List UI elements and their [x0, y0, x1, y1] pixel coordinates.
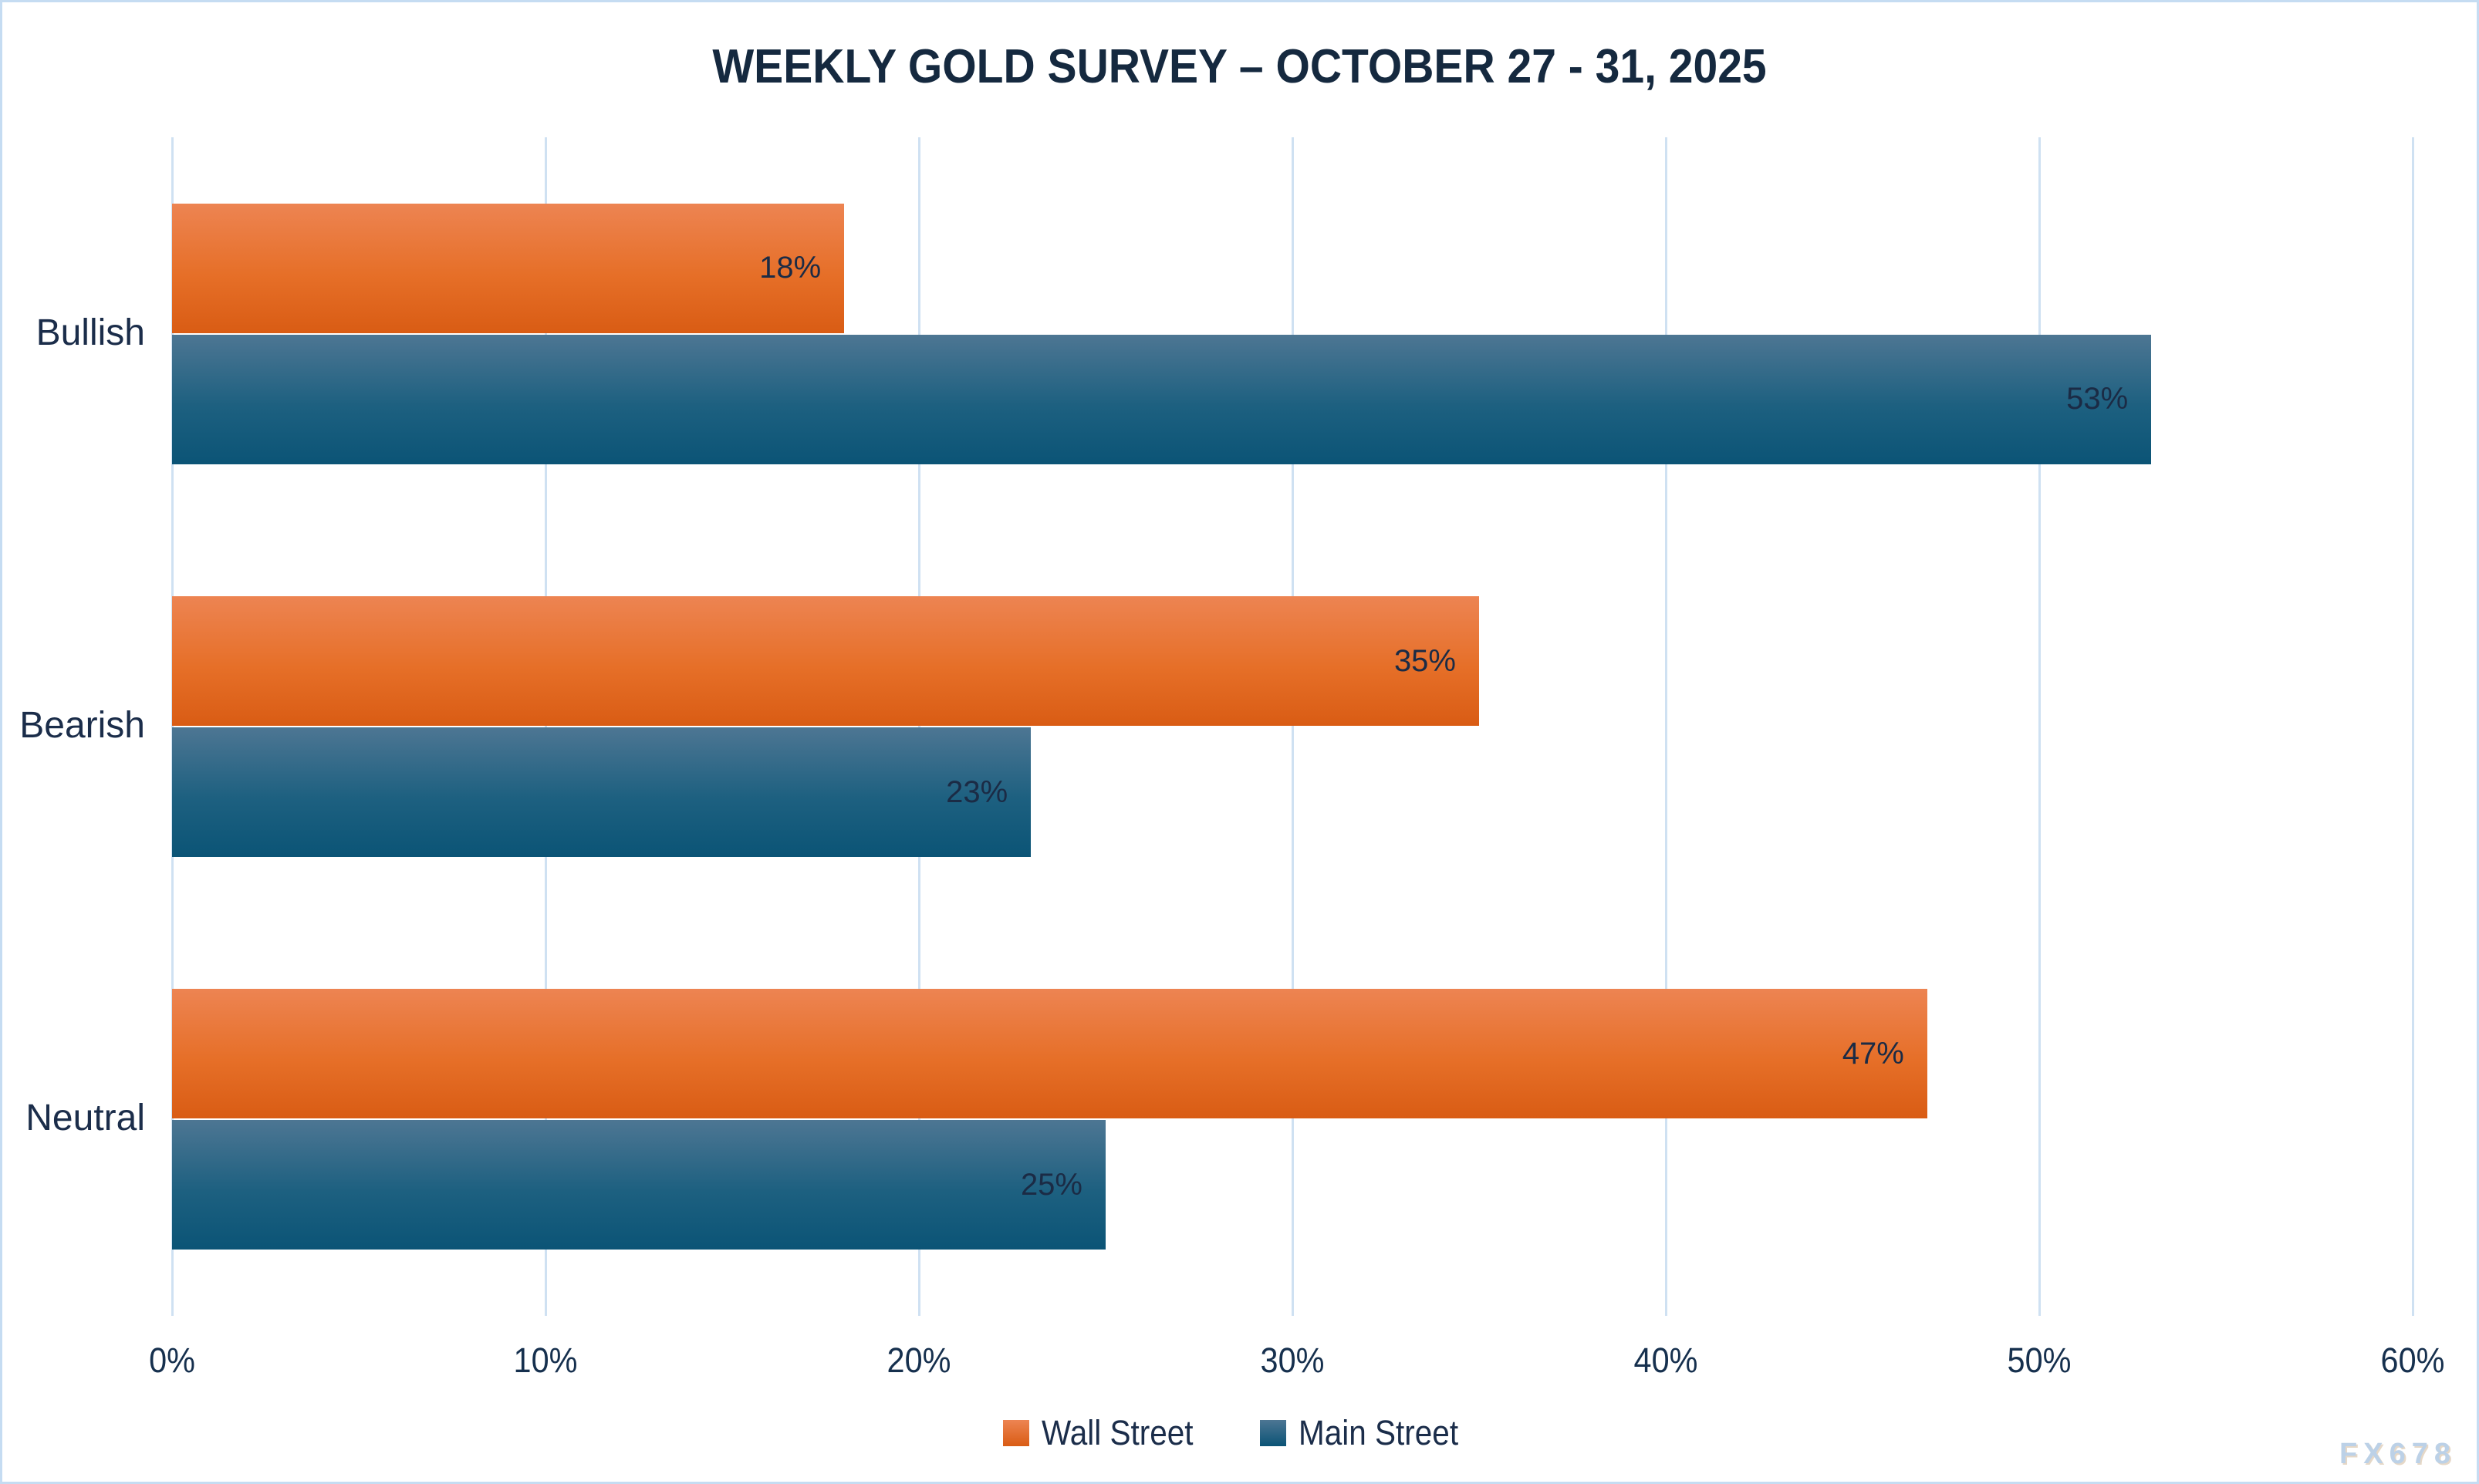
plot-area: 18% 53% 35% 23% 47% 25%: [171, 137, 2414, 1316]
gridline: [2411, 137, 2414, 1316]
x-tick-label: 20%: [887, 1341, 951, 1380]
watermark: FX678: [2339, 1438, 2457, 1470]
x-tick-label: 50%: [2007, 1341, 2072, 1380]
category-label-bullish: Bullish: [35, 312, 145, 353]
legend-label: Wall Street: [1042, 1413, 1194, 1452]
legend-label: Main Street: [1298, 1413, 1458, 1452]
category-label-bearish: Bearish: [19, 705, 145, 746]
gridline: [544, 137, 547, 1316]
x-tick-label: 60%: [2380, 1341, 2445, 1380]
gridline: [1664, 137, 1667, 1316]
chart-title: WEEKLY GOLD SURVEY – OCTOBER 27 - 31, 20…: [712, 40, 1767, 93]
category-label-neutral: Neutral: [25, 1098, 145, 1139]
x-tick-label: 0%: [149, 1341, 195, 1380]
bar-main-street-bearish: 23%: [172, 727, 1032, 857]
bar-value-label: 23%: [946, 774, 1008, 809]
bar-wall-street-bullish: 18%: [172, 203, 845, 333]
x-tick-label: 40%: [1633, 1341, 1698, 1380]
legend-swatch-main-street: [1259, 1420, 1286, 1446]
bar-value-label: 35%: [1393, 643, 1456, 678]
bar-wall-street-bearish: 35%: [172, 596, 1479, 726]
bar-main-street-neutral: 25%: [172, 1120, 1106, 1250]
bar-wall-street-neutral: 47%: [172, 989, 1927, 1119]
x-tick-label: 10%: [513, 1341, 578, 1380]
legend: Wall Street Main Street: [2, 1408, 2477, 1459]
legend-swatch-wall-street: [1003, 1420, 1030, 1446]
legend-item-wall-street: Wall Street: [1003, 1413, 1210, 1453]
legend-item-main-street: Main Street: [1259, 1413, 1476, 1453]
gridline: [171, 137, 174, 1316]
gridline: [2038, 137, 2041, 1316]
bar-value-label: 18%: [759, 251, 822, 285]
bar-value-label: 25%: [1020, 1167, 1082, 1202]
bar-value-label: 47%: [1842, 1036, 1904, 1071]
gridline: [917, 137, 920, 1316]
gridline: [1291, 137, 1294, 1316]
x-tick-label: 30%: [1260, 1341, 1325, 1380]
bar-value-label: 53%: [2066, 382, 2129, 417]
bar-main-street-bullish: 53%: [172, 334, 2152, 464]
